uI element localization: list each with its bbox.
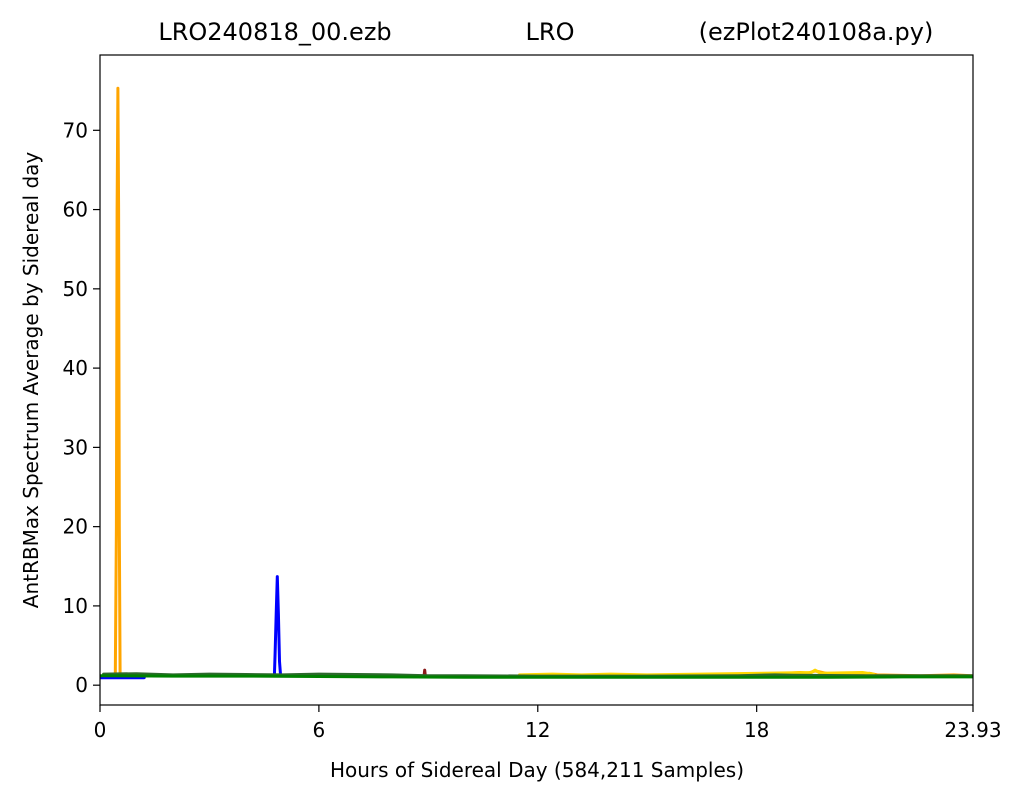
x-tick-label: 0 [94,718,107,742]
x-tick-label: 18 [744,718,769,742]
x-tick-label: 12 [525,718,550,742]
series-line-6 [272,575,283,678]
x-axis-label: Hours of Sidereal Day (584,211 Samples) [330,758,744,782]
series-line-3 [518,668,875,677]
series-line-8 [100,674,973,679]
chart-title-left: LRO240818_00.ezb [158,18,391,46]
plot-frame [99,54,974,706]
y-axis: 0 10 20 30 40 50 60 70 [63,118,100,697]
y-axis-label: AntRBMax Spectrum Average by Sidereal da… [19,152,43,609]
series-layer [100,86,973,680]
y-tick-label: 50 [63,277,88,301]
y-tick-label: 30 [63,435,88,459]
y-tick-label: 10 [63,594,88,618]
y-tick-label: 60 [63,198,88,222]
x-tick-label: 6 [313,718,326,742]
chart-title-right: (ezPlot240108a.py) [699,18,934,46]
series-line-1 [109,86,125,678]
chart-title-center: LRO [526,18,575,46]
y-tick-label: 20 [63,515,88,539]
x-tick-label: 23.93 [944,718,1001,742]
y-tick-label: 0 [75,673,88,697]
series-line-7 [102,672,973,678]
y-tick-label: 70 [63,118,88,142]
y-tick-label: 40 [63,356,88,380]
x-axis: 0 6 12 18 23.93 [94,705,1002,742]
